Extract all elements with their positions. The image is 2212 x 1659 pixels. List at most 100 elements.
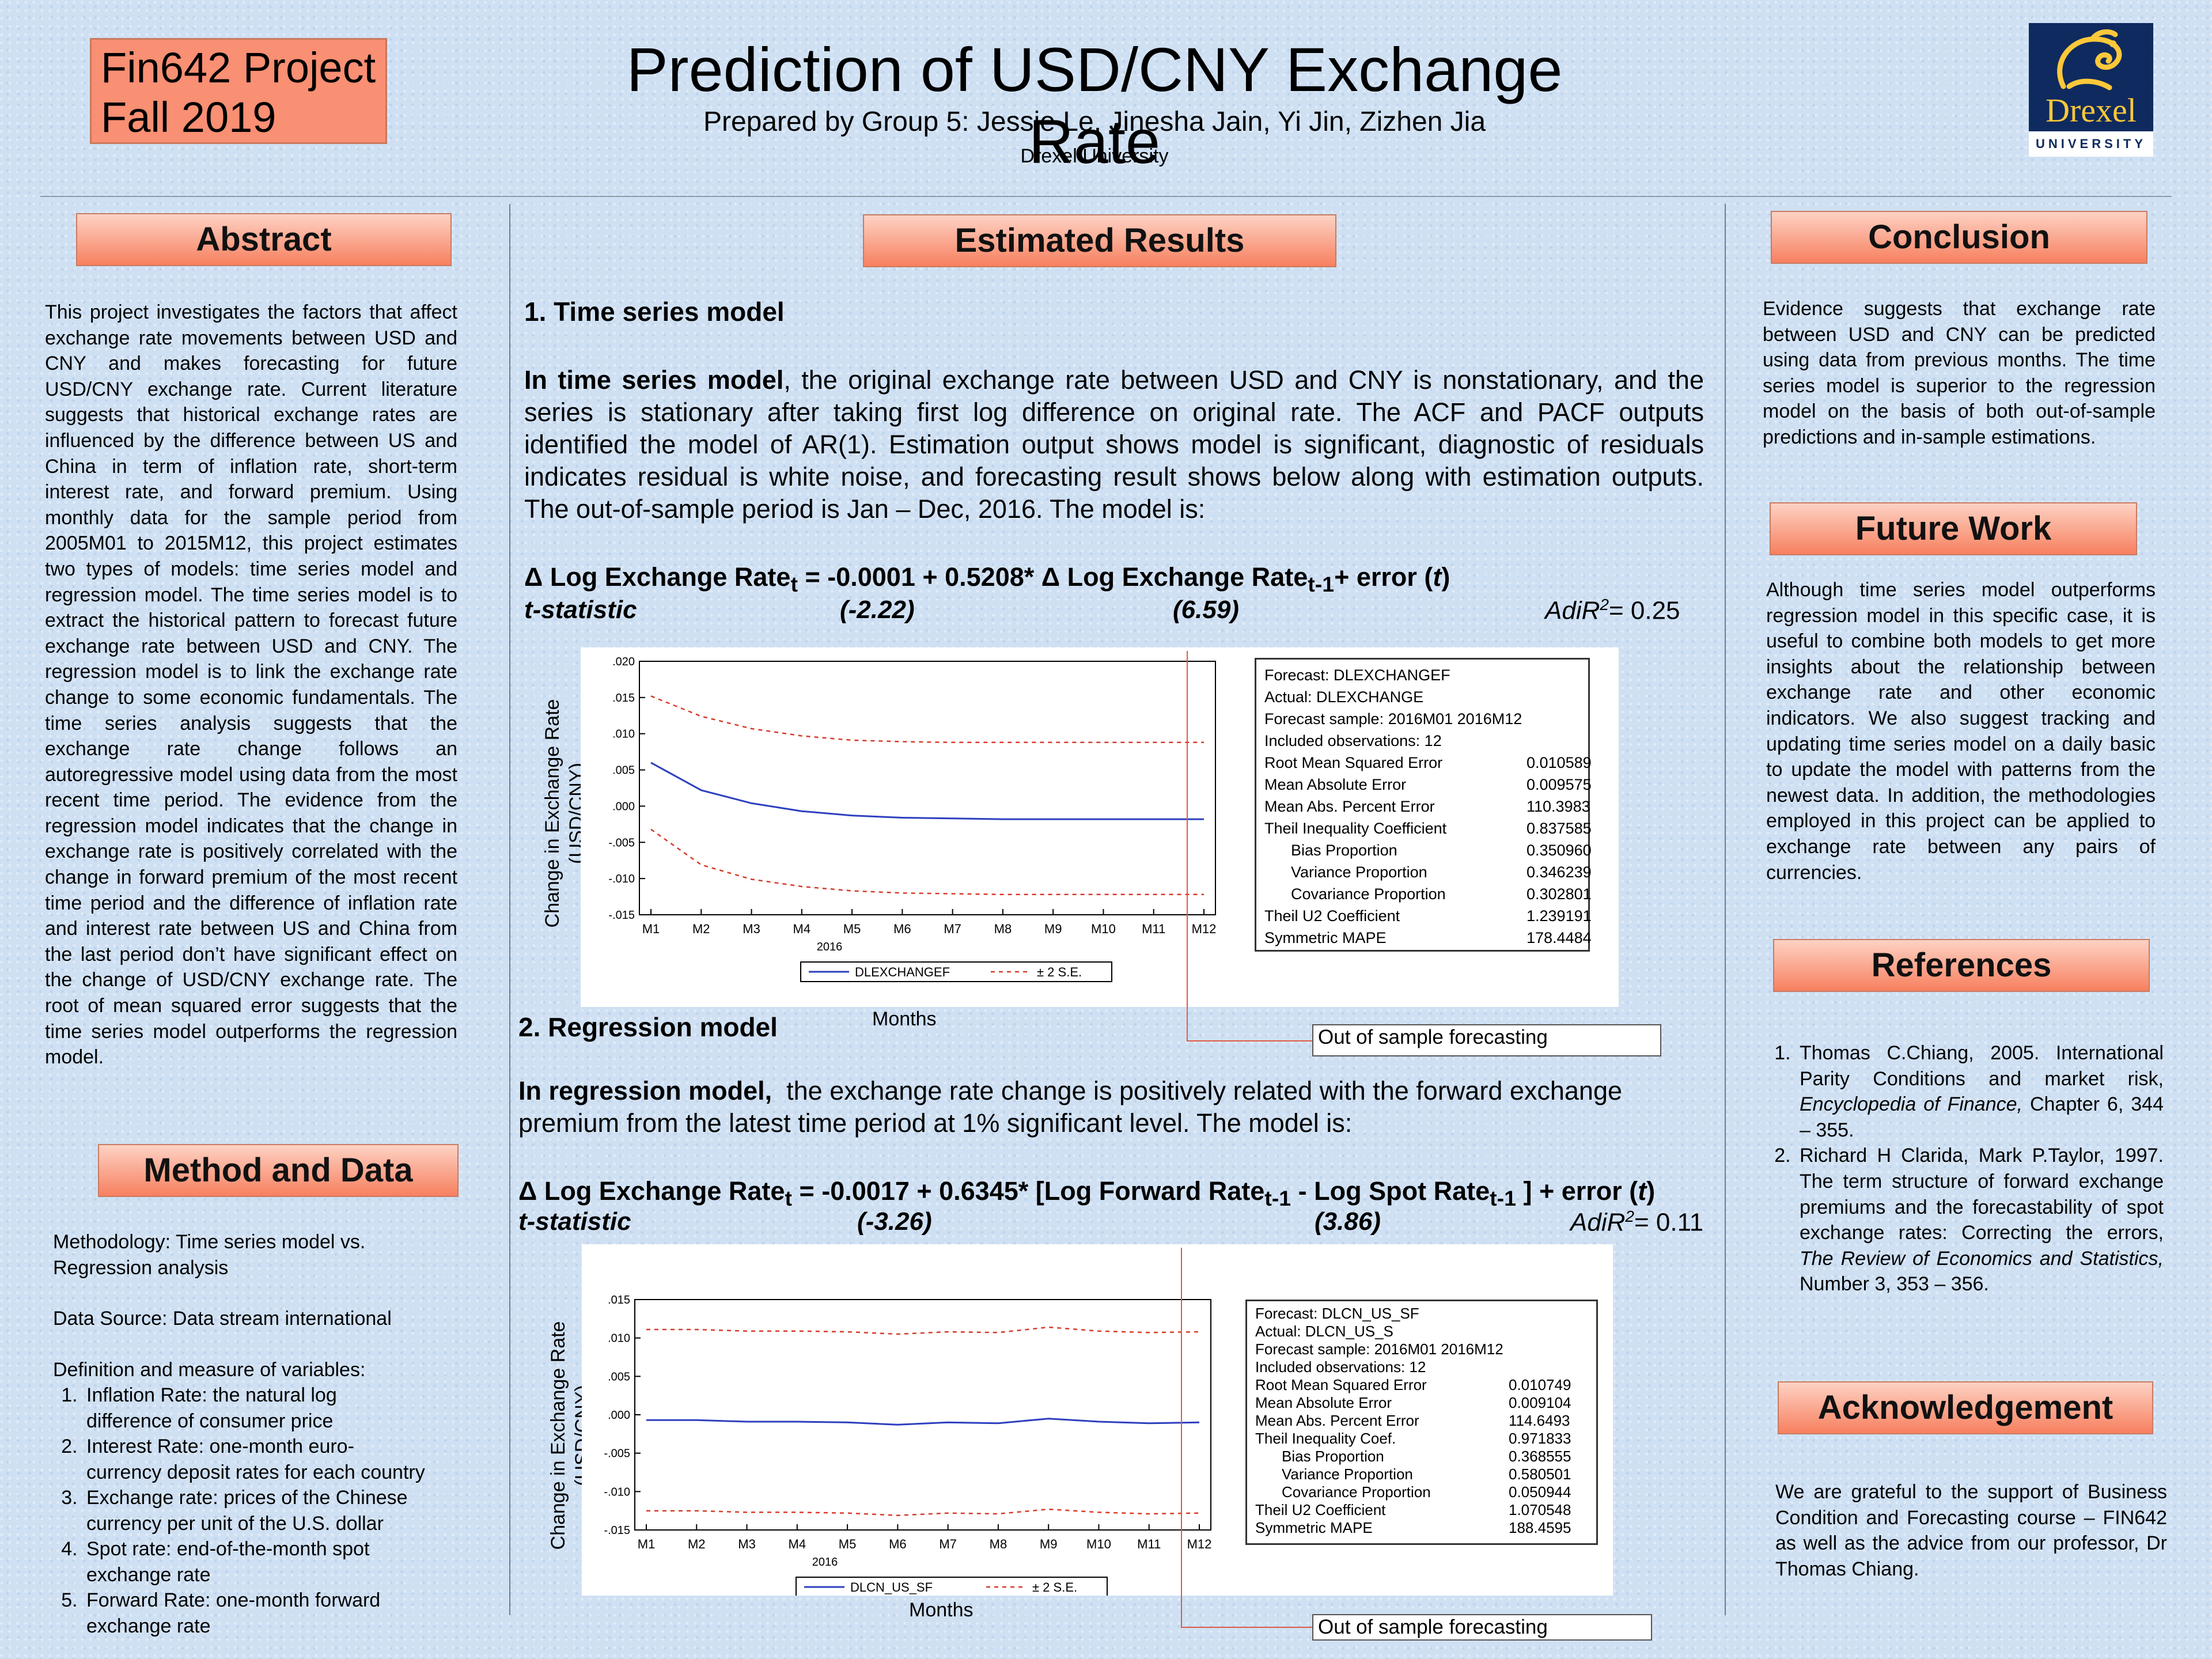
stat-row: Forecast: DLCN_US_SF <box>1255 1305 1588 1323</box>
stat-value: 1.070548 <box>1509 1501 1571 1518</box>
acknowledgement-heading: Acknowledgement <box>1778 1381 2153 1434</box>
chart1-xtick-label: M3 <box>743 922 760 936</box>
stat-value: 0.837585 <box>1527 820 1592 837</box>
chart1-ytick-label: .020 <box>612 656 635 668</box>
stat-label: Root Mean Squared Error <box>1264 754 1443 771</box>
chart2-xtick-label: M5 <box>839 1537 857 1551</box>
chart1-xtick-label: M11 <box>1142 922 1165 936</box>
stat-row: Included observations: 12 <box>1255 1358 1588 1376</box>
chart2-ytick-label: -.005 <box>604 1448 630 1460</box>
chart2-ytick-label: .000 <box>608 1409 630 1422</box>
chart2-xtick-label: M10 <box>1086 1537 1111 1551</box>
stat-label: Mean Abs. Percent Error <box>1264 798 1435 815</box>
stat-label: Mean Absolute Error <box>1255 1394 1392 1411</box>
stat-row: Actual: DLCN_US_S <box>1255 1323 1588 1340</box>
stat-label: Theil U2 Coefficient <box>1255 1501 1386 1518</box>
variable-item: Spot rate: end-of-the-month spotexchange… <box>83 1536 491 1588</box>
stat-label: Included observations: 12 <box>1264 732 1442 749</box>
chart2-xtick-label: M7 <box>939 1537 957 1551</box>
stat-row: Root Mean Squared Error 0.010589 <box>1264 752 1592 774</box>
chart1-xtick-label: M2 <box>692 922 710 936</box>
chart2-se-band-line <box>646 1326 1200 1335</box>
chart1-svg: .020 .015 .010 .005 .000 -.005 -.010 -.015 M1 M2 M… <box>608 656 1217 982</box>
chart1-plot-frame <box>639 661 1216 915</box>
logo-wordmark: Drexel <box>2046 92 2137 129</box>
conclusion-text: Evidence suggests that exchange rate bet… <box>1763 298 2156 448</box>
chart1-xtick-label: M12 <box>1192 922 1217 936</box>
reference-item: Thomas C.Chiang, 2005. International Par… <box>1796 1040 2164 1143</box>
chart2-svg: .015 .010 .005 .000 -.005 -.010 -.015 M1 M2 M3 M4 M… <box>604 1294 1211 1597</box>
stat-value: 1.239191 <box>1527 907 1592 925</box>
stat-label: Bias Proportion <box>1291 842 1397 859</box>
column-divider-right <box>1725 204 1726 1615</box>
stat-row: Forecast sample: 2016M01 2016M12 <box>1264 708 1580 730</box>
chart2-ytick-label: -.015 <box>604 1524 630 1537</box>
chart1-se-band-line <box>650 695 1204 744</box>
variable-list: Inflation Rate: the natural logdifferenc… <box>53 1382 491 1639</box>
chart2-xtick-label: M4 <box>789 1537 806 1551</box>
stat-label: Forecast: DLEXCHANGEF <box>1264 666 1450 684</box>
dragon-icon <box>2057 29 2122 90</box>
references-heading: References <box>1773 939 2150 992</box>
chart2-ytick-label: .010 <box>608 1332 630 1345</box>
project-line2: Fall 2019 <box>101 93 276 141</box>
stat-row: Covariance Proportion 0.302801 <box>1264 883 1592 905</box>
chart2-ytick-label: .005 <box>608 1370 630 1383</box>
chart1-xtick-label: M4 <box>793 922 811 936</box>
chart2-stats: Forecast: DLCN_US_SF Actual: DLCN_US_S For… <box>1245 1300 1598 1545</box>
variable-item: Inflation Rate: the natural logdifferenc… <box>83 1382 491 1434</box>
stat-row: Bias Proportion 0.350960 <box>1264 839 1592 861</box>
column-divider-left <box>509 204 510 1615</box>
chart1-forecast-line <box>650 762 1204 820</box>
acknowledgement-text: We are grateful to the support of Busine… <box>1775 1481 2167 1580</box>
chart1-xtick-label: M5 <box>843 922 861 936</box>
chart1-xtick-label: M8 <box>994 922 1012 936</box>
stat-value: 0.009575 <box>1527 776 1592 793</box>
stat-label: Theil Inequality Coef. <box>1255 1430 1396 1447</box>
chart2-oos-line <box>1181 1248 1182 1628</box>
stat-row: Mean Absolute Error 0.009575 <box>1264 774 1592 796</box>
ts-body: , the original exchange rate between USD… <box>524 365 1704 524</box>
chart1-oos-line <box>1187 651 1188 1041</box>
stat-row: Mean Abs. Percent Error 114.6493 <box>1255 1412 1588 1430</box>
stat-label: Actual: DLEXCHANGE <box>1264 688 1424 706</box>
chart2-legend-forecast-label: DLCN_US_SF <box>850 1580 933 1594</box>
chart1-ytick-label: -.010 <box>608 873 635 885</box>
chart1-legend-se-label: ± 2 S.E. <box>1037 965 1082 979</box>
stat-row: Forecast: DLEXCHANGEF <box>1264 664 1580 686</box>
reg-lead: In regression model, <box>518 1076 772 1105</box>
ts-equation: Δ Log Exchange Ratet = -0.0001 + 0.5208*… <box>524 562 1450 596</box>
stat-label: Mean Abs. Percent Error <box>1255 1412 1419 1429</box>
stat-row: Theil Inequality Coefficient 0.837585 <box>1264 817 1592 839</box>
ts-tstat-label: t-statistic <box>524 596 637 624</box>
stat-label: Forecast: DLCN_US_SF <box>1255 1305 1419 1322</box>
project-badge: Fin642 Project Fall 2019 <box>90 38 387 144</box>
poster-title: Prediction of USD/CNY Exchange Rate <box>626 35 1563 176</box>
chart1-ytick-label: -.005 <box>608 836 635 849</box>
chart1-xtick-label: M6 <box>893 922 911 936</box>
chart1-ytick-label: .005 <box>612 764 635 777</box>
abstract-heading: Abstract <box>76 213 452 266</box>
header-divider <box>40 196 2172 197</box>
chart2-xlabel: Months <box>909 1599 974 1621</box>
chart2-legend-box <box>796 1577 1108 1597</box>
stat-label: Forecast sample: 2016M01 2016M12 <box>1264 710 1522 728</box>
stat-value: 0.346239 <box>1527 863 1592 881</box>
stat-row: Theil U2 Coefficient 1.070548 <box>1255 1501 1588 1519</box>
chart2-year-label: 2016 <box>812 1556 838 1569</box>
stat-value: 0.010749 <box>1509 1376 1571 1393</box>
stat-row: Mean Abs. Percent Error 110.3983 <box>1264 796 1590 817</box>
stat-value: 178.4484 <box>1527 929 1592 946</box>
stat-label: Mean Absolute Error <box>1264 776 1407 793</box>
stat-row: Included observations: 12 <box>1264 730 1580 752</box>
chart1-xlabel: Months <box>872 1008 937 1030</box>
authors: Prepared by Group 5: Jessie Le, Jinesha … <box>703 107 1486 137</box>
stat-row: Theil Inequality Coef. 0.971833 <box>1255 1430 1588 1448</box>
chart1-ytick-label: .000 <box>612 800 635 813</box>
chart2-xtick-label: M8 <box>990 1537 1007 1551</box>
stat-row: Mean Absolute Error 0.009104 <box>1255 1394 1588 1412</box>
stat-row: Bias Proportion 0.368555 <box>1255 1448 1588 1465</box>
chart1-oos-pointer <box>1187 1040 1313 1041</box>
methodology-line2: Regression analysis <box>53 1256 229 1279</box>
chart1-xtick-label: M9 <box>1044 922 1062 936</box>
